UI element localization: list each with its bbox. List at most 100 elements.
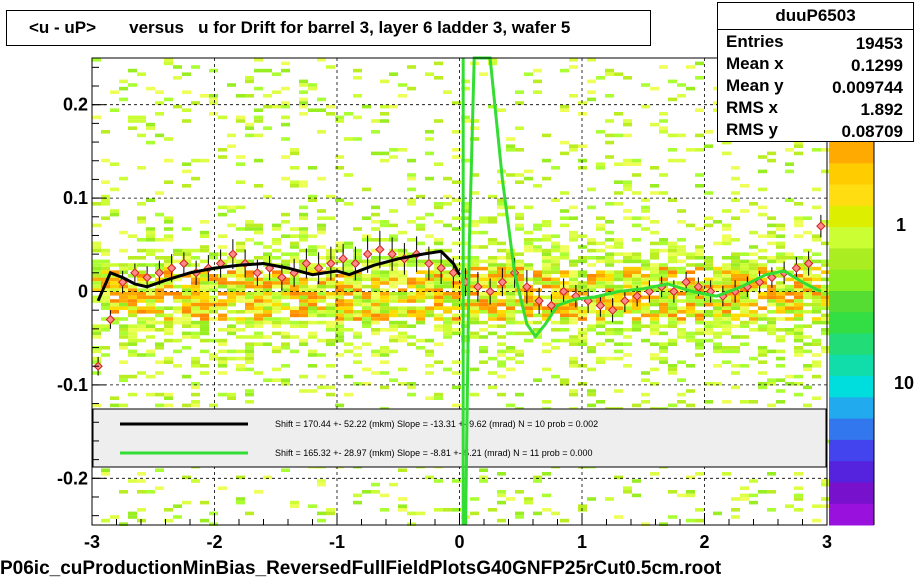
heat-cell: [434, 324, 443, 328]
heat-cell: [533, 245, 542, 249]
heat-cell: [389, 270, 398, 274]
heat-cell: [380, 119, 389, 123]
x-tick-label: 0: [454, 532, 464, 552]
heat-cell: [533, 223, 542, 228]
heat-cell: [200, 277, 209, 282]
heat-cell: [461, 335, 470, 339]
heat-cell: [299, 234, 308, 238]
heat-cell: [605, 72, 614, 76]
heat-cell: [515, 392, 524, 397]
heat-cell: [668, 245, 677, 249]
heat-cell: [146, 353, 155, 357]
heat-cell: [506, 331, 515, 336]
heat-cell: [308, 108, 317, 112]
heat-cell: [425, 396, 434, 400]
heat-cell: [605, 306, 614, 310]
heat-cell: [92, 324, 101, 328]
heat-cell: [146, 374, 155, 379]
heat-cell: [659, 299, 668, 303]
heat-cell: [722, 238, 731, 242]
heat-cell: [443, 284, 452, 289]
heat-cell: [776, 356, 785, 361]
heat-cell: [236, 288, 245, 292]
heat-cell: [245, 349, 254, 354]
heat-cell: [632, 306, 641, 310]
heat-cell: [389, 292, 398, 296]
heat-cell: [704, 223, 713, 228]
heat-cell: [497, 360, 506, 364]
heat-cell: [182, 335, 191, 339]
heat-cell: [650, 263, 659, 267]
heat-cell: [443, 317, 452, 321]
heat-cell: [299, 216, 308, 220]
heat-cell: [560, 108, 569, 112]
heat-cell: [515, 259, 524, 264]
heat-cell: [92, 270, 101, 274]
heat-cell: [407, 256, 416, 260]
heat-cell: [785, 277, 794, 282]
heat-cell: [506, 317, 515, 321]
heat-cell: [371, 306, 380, 310]
heat-cell: [110, 209, 119, 213]
heat-cell: [245, 346, 254, 350]
heat-cell: [272, 378, 281, 382]
heat-cell: [344, 302, 353, 307]
heat-cell: [200, 284, 209, 289]
heat-cell: [281, 234, 290, 238]
heat-cell: [236, 259, 245, 264]
heat-cell: [281, 295, 290, 300]
heat-cell: [344, 310, 353, 314]
heat-cell: [425, 176, 434, 181]
heat-cell: [272, 306, 281, 310]
heat-cell: [668, 299, 677, 303]
heat-cell: [659, 310, 668, 314]
heat-cell: [677, 83, 686, 87]
heat-cell: [317, 313, 326, 318]
heat-cell: [488, 58, 497, 62]
heat-cell: [200, 349, 209, 354]
heat-cell: [110, 284, 119, 289]
heat-cell: [299, 320, 308, 325]
heat-cell: [722, 324, 731, 328]
heat-cell: [623, 256, 632, 260]
profile-marker: [767, 272, 777, 283]
heat-cell: [254, 324, 263, 328]
heat-cell: [164, 328, 173, 332]
heat-cell: [218, 281, 227, 285]
heat-cell: [191, 479, 200, 483]
heat-cell: [398, 382, 407, 386]
heat-cell: [758, 155, 767, 159]
heat-cell: [299, 288, 308, 292]
heat-cell: [281, 284, 290, 289]
color-scale-band: [829, 227, 874, 249]
heat-cell: [821, 497, 830, 501]
heat-cell: [632, 216, 641, 220]
heat-cell: [389, 223, 398, 228]
heat-cell: [677, 493, 686, 498]
heat-cell: [245, 227, 254, 231]
heat-cell: [254, 292, 263, 296]
heat-cell: [767, 349, 776, 354]
profile-marker: [424, 258, 434, 269]
heat-cell: [353, 335, 362, 339]
heat-cell: [443, 263, 452, 267]
heat-cell: [713, 266, 722, 271]
heat-cell: [110, 403, 119, 408]
heat-cell: [254, 310, 263, 314]
heat-cell: [533, 184, 542, 188]
heat-cell: [389, 234, 398, 238]
heat-cell: [299, 266, 308, 271]
heat-cell: [344, 112, 353, 116]
heat-cell: [488, 508, 497, 512]
heat-cell: [731, 497, 740, 501]
heat-cell: [218, 148, 227, 152]
heat-cell: [695, 338, 704, 343]
heat-cell: [353, 360, 362, 364]
heat-cell: [731, 166, 740, 170]
heat-cell: [389, 328, 398, 332]
heat-cell: [128, 126, 137, 130]
heat-cell: [389, 313, 398, 318]
heat-cell: [272, 238, 281, 242]
heat-cell: [164, 392, 173, 397]
heat-cell: [101, 328, 110, 332]
